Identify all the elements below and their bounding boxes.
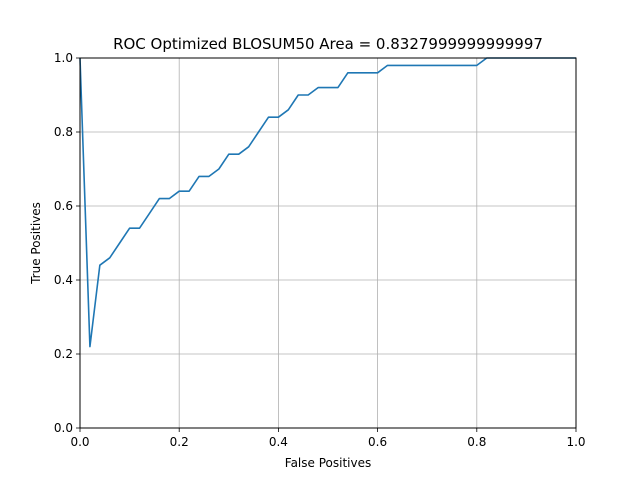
y-tick-label: 0.2 [54, 347, 73, 361]
x-tick-label: 0.8 [467, 435, 486, 449]
y-axis-label: True Positives [29, 202, 43, 285]
plot-frame [79, 57, 577, 429]
x-axis-label: False Positives [285, 456, 371, 470]
chart-title: ROC Optimized BLOSUM50 Area = 0.83279999… [113, 35, 543, 53]
axis-ticks: 0.0 0.2 0.4 0.6 0.8 1.0 0.0 0.2 0.4 0.6 0.8 1.0 [54, 51, 586, 449]
y-tick-label: 0.6 [54, 199, 73, 213]
x-tick-label: 0.4 [269, 435, 288, 449]
x-tick-label: 1.0 [566, 435, 585, 449]
y-tick-label: 0.4 [54, 273, 73, 287]
grid-lines [79, 57, 577, 429]
roc-series-line [79, 57, 576, 348]
y-tick-label: 0.0 [54, 421, 73, 435]
y-tick-label: 0.8 [54, 125, 73, 139]
y-tick-label: 1.0 [54, 51, 73, 65]
x-tick-label: 0.6 [368, 435, 387, 449]
series-layer [79, 57, 576, 348]
x-tick-label: 0.2 [170, 435, 189, 449]
x-tick-label: 0.0 [70, 435, 89, 449]
